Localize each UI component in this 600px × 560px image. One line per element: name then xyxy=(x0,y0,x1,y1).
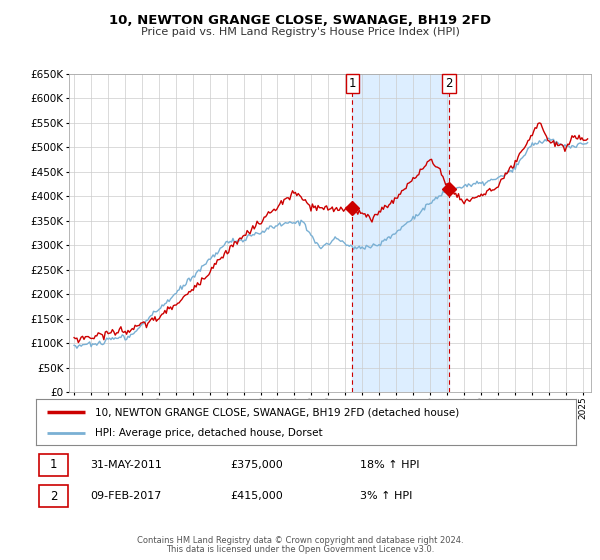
Text: 1: 1 xyxy=(349,77,356,90)
Text: £415,000: £415,000 xyxy=(230,491,283,501)
FancyBboxPatch shape xyxy=(39,454,68,476)
Text: 10, NEWTON GRANGE CLOSE, SWANAGE, BH19 2FD (detached house): 10, NEWTON GRANGE CLOSE, SWANAGE, BH19 2… xyxy=(95,407,460,417)
Text: 31-MAY-2011: 31-MAY-2011 xyxy=(90,460,162,470)
Text: 2: 2 xyxy=(50,489,58,503)
Bar xyxy=(352,74,449,392)
Text: 09-FEB-2017: 09-FEB-2017 xyxy=(90,491,161,501)
Text: 10, NEWTON GRANGE CLOSE, SWANAGE, BH19 2FD: 10, NEWTON GRANGE CLOSE, SWANAGE, BH19 2… xyxy=(109,14,491,27)
Text: HPI: Average price, detached house, Dorset: HPI: Average price, detached house, Dors… xyxy=(95,428,323,438)
Text: £375,000: £375,000 xyxy=(230,460,283,470)
FancyBboxPatch shape xyxy=(39,485,68,507)
Text: 3% ↑ HPI: 3% ↑ HPI xyxy=(360,491,412,501)
Text: Price paid vs. HM Land Registry's House Price Index (HPI): Price paid vs. HM Land Registry's House … xyxy=(140,27,460,37)
Text: This data is licensed under the Open Government Licence v3.0.: This data is licensed under the Open Gov… xyxy=(166,545,434,554)
Text: 1: 1 xyxy=(50,458,58,472)
Text: 2: 2 xyxy=(445,77,452,90)
Text: 18% ↑ HPI: 18% ↑ HPI xyxy=(360,460,419,470)
Text: Contains HM Land Registry data © Crown copyright and database right 2024.: Contains HM Land Registry data © Crown c… xyxy=(137,536,463,545)
